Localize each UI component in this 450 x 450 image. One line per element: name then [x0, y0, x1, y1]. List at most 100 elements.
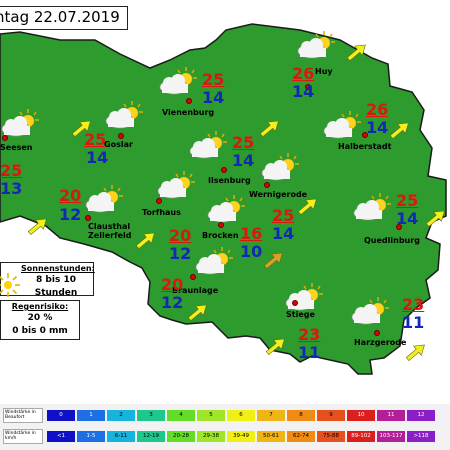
city-marker [362, 132, 368, 138]
partly-cloudy-icon [296, 30, 336, 60]
tmin-brocken: 10 [240, 242, 263, 261]
legend-kmh-cell: 89-102 [347, 431, 375, 442]
legend-beaufort-cell: 4 [167, 410, 195, 421]
legend-beaufort-cell: 7 [257, 410, 285, 421]
city-marker [2, 135, 8, 141]
city-label-vienenburg: Vienenburg [162, 108, 215, 117]
legend-kmh-label: Windstärke in km/h [3, 429, 43, 444]
wind-arrow-icon [425, 210, 445, 228]
tmax-seesen: 25 [0, 161, 23, 180]
legend-beaufort-cell: 9 [317, 410, 345, 421]
tmin-ilsenburg: 14 [232, 151, 255, 170]
partly-cloudy-icon [84, 184, 124, 214]
city-label-harzgerode: Harzgerode [354, 338, 407, 347]
city-marker [221, 167, 227, 173]
wind-arrow-icon [135, 232, 155, 250]
legend-beaufort-label: Windstärke in Beaufort [3, 408, 43, 423]
wind-arrow-icon [389, 122, 409, 140]
legend-beaufort-cell: 6 [227, 410, 255, 421]
tmin-braunlage: 12 [161, 293, 184, 312]
tmin-quedlinburg: 14 [396, 209, 419, 228]
tmax-clausthal: 20 [59, 186, 82, 205]
rain-amount: 0 bis 0 mm [12, 326, 68, 336]
legend-kmh-cell: 75-88 [317, 431, 345, 442]
partly-cloudy-icon [104, 100, 144, 130]
tmin-wernigerode: 14 [272, 224, 295, 243]
partly-cloudy-icon [158, 66, 198, 96]
tmin-huy: 14 [292, 82, 315, 101]
wind-arrow-icon [265, 338, 285, 356]
tmin-torfhaus: 12 [169, 244, 192, 263]
legend-kmh-cell: 103-117 [377, 431, 405, 442]
sun-icon [0, 273, 20, 297]
legend-beaufort-cell: 5 [197, 410, 225, 421]
city-marker [396, 224, 402, 230]
legend-beaufort-cell: 10 [347, 410, 375, 421]
wind-arrow-icon [27, 218, 47, 236]
legend-kmh-row: Windstärke in km/h <1 1-5 6-11 12-19 20-28 29… [0, 429, 450, 444]
legend-beaufort-cell: 12 [407, 410, 435, 421]
tmin-clausthal: 12 [59, 205, 82, 224]
wind-arrow-icon [346, 44, 366, 62]
sunshine-heading: Sonnenstunden: [21, 264, 95, 273]
city-marker [264, 182, 270, 188]
city-label-brocken: Brocken [202, 231, 239, 240]
legend-kmh-cell: 50-61 [257, 431, 285, 442]
legend-beaufort-row: Windstärke in Beaufort 0 1 2 3 4 5 6 7 8 9 10 11 12 [0, 408, 450, 423]
city-label-seesen: Seesen [0, 143, 33, 152]
forecast-title: ntag 22.07.2019 [0, 6, 128, 30]
tmax-braunlage: 20 [161, 275, 184, 294]
legend-kmh-cell: <1 [47, 431, 75, 442]
city-marker [186, 98, 192, 104]
sunshine-value: 8 bis 10 Stunden [34, 275, 78, 298]
legend-kmh-cell: 6-11 [107, 431, 135, 442]
tmax-torfhaus: 20 [169, 226, 192, 245]
tmin-stiege: 11 [298, 343, 321, 362]
rain-percent: 20 % [27, 313, 53, 323]
tmin-seesen: 13 [0, 179, 23, 198]
city-marker [190, 274, 196, 280]
legend-beaufort-cell: 1 [77, 410, 105, 421]
wind-arrow-icon [405, 344, 425, 362]
legend-kmh-cell: 20-28 [167, 431, 195, 442]
sunshine-box: Sonnenstunden: 8 bis 10 Stunden [0, 262, 95, 298]
wind-arrow-icon [71, 120, 91, 138]
city-marker [292, 300, 298, 306]
legend-beaufort-cell: 8 [287, 410, 315, 421]
wind-arrow-icon [297, 198, 317, 216]
wind-arrow-icon [187, 304, 207, 322]
tmax-halberstadt: 26 [366, 100, 389, 119]
city-marker [85, 215, 91, 221]
rain-box: Regenrisiko: 20 % 0 bis 0 mm [0, 300, 80, 340]
city-label-quedlinburg: Quedlinburg [364, 236, 420, 245]
partly-cloudy-icon [188, 130, 228, 160]
tmax-vienenburg: 25 [202, 70, 225, 89]
partly-cloudy-icon [194, 246, 234, 276]
city-label-ilsenburg: Ilsenburg [208, 176, 251, 185]
city-label-halberstadt: Halberstadt [338, 142, 392, 151]
wind-arrow-icon [263, 252, 283, 270]
tmax-goslar: 25 [84, 130, 107, 149]
region-shape [0, 23, 447, 375]
city-marker [156, 198, 162, 204]
city-label-huy: Huy [315, 67, 333, 76]
tmax-stiege: 23 [298, 325, 321, 344]
wind-arrow-icon [259, 120, 279, 138]
legend-kmh-cell: 12-19 [137, 431, 165, 442]
rain-heading: Regenrisiko: [11, 302, 69, 311]
wind-legend: Windstärke in Beaufort 0 1 2 3 4 5 6 7 8 9 10 11 12 … [0, 404, 450, 450]
tmax-quedlinburg: 25 [396, 191, 419, 210]
city-marker [218, 222, 224, 228]
tmin-vienenburg: 14 [202, 88, 225, 107]
legend-kmh-cell: >118 [407, 431, 435, 442]
partly-cloudy-icon [322, 110, 362, 140]
city-label-goslar: Goslar [104, 140, 133, 149]
tmax-harzgerode: 23 [402, 295, 425, 314]
city-label-stiege: Stiege [286, 310, 315, 319]
legend-beaufort-cell: 11 [377, 410, 405, 421]
city-label-torfhaus: Torfhaus [142, 208, 181, 217]
city-label-wernigerode: Wernigerode [249, 190, 308, 199]
partly-cloudy-icon [350, 296, 390, 326]
legend-kmh-cell: 29-38 [197, 431, 225, 442]
